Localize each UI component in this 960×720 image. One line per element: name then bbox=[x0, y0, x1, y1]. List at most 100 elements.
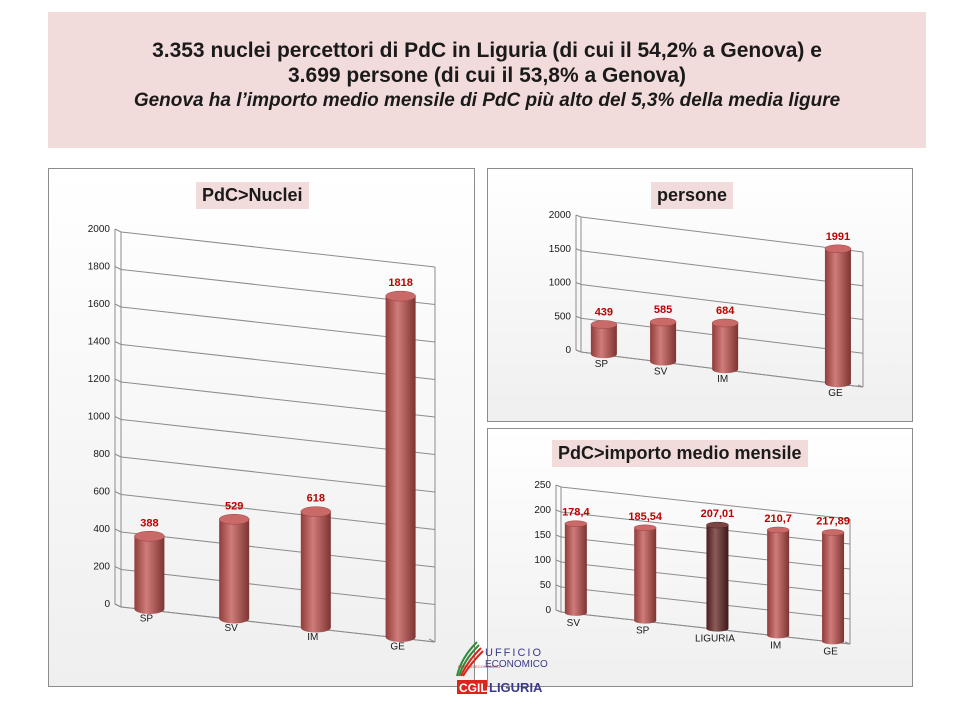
bar-top bbox=[564, 520, 588, 527]
data-label: 217,89 bbox=[816, 515, 850, 527]
side-wall-line bbox=[555, 559, 562, 563]
side-wall-line bbox=[555, 509, 562, 513]
gridline bbox=[560, 511, 851, 545]
bar-top bbox=[385, 290, 416, 302]
bar-top bbox=[218, 514, 250, 525]
gridline bbox=[120, 419, 436, 455]
data-label: 439 bbox=[595, 307, 613, 319]
logo-cgil: CGIL bbox=[459, 681, 488, 695]
logo-cgil-box bbox=[457, 680, 487, 694]
header-line-3: Genova ha l’importo medio mensile di PdC… bbox=[133, 90, 841, 111]
side-wall-line bbox=[114, 453, 122, 458]
x-tick-label: IM bbox=[770, 640, 781, 651]
side-wall-line bbox=[114, 491, 122, 495]
side-wall-line bbox=[575, 282, 582, 285]
y-tick-label: 1400 bbox=[88, 337, 111, 348]
gridline bbox=[560, 586, 851, 620]
data-label: 1818 bbox=[388, 277, 412, 289]
side-wall-line bbox=[114, 416, 122, 420]
y-tick-label: 600 bbox=[93, 487, 110, 498]
data-label: 529 bbox=[225, 500, 243, 512]
gridline bbox=[580, 216, 864, 253]
chart-persone: 0 500 1000 1500 2000 439 SP 585 SV 684 IM 1991 GE bbox=[549, 210, 864, 399]
bar bbox=[590, 324, 617, 359]
bar bbox=[634, 527, 657, 624]
x-tick-label: LIGURIA bbox=[695, 634, 735, 645]
data-label: 207,01 bbox=[701, 508, 735, 520]
y-tick-label: 200 bbox=[534, 505, 551, 516]
x-tick-label: SP bbox=[636, 626, 650, 637]
gridline bbox=[120, 569, 436, 605]
bar bbox=[134, 536, 165, 614]
bar bbox=[564, 523, 587, 616]
y-tick-label: 1500 bbox=[549, 244, 572, 255]
side-wall-line bbox=[555, 484, 562, 488]
bar-top bbox=[824, 244, 852, 254]
y-tick-label: 1000 bbox=[88, 412, 111, 423]
y-tick-label: 1600 bbox=[88, 299, 111, 310]
bar-top bbox=[821, 529, 845, 536]
gridline bbox=[120, 269, 436, 305]
logo-ufficio: UFFICIO bbox=[485, 647, 543, 659]
header-line-1: 3.353 nuclei percettori di PdC in Liguri… bbox=[152, 39, 822, 62]
bar bbox=[712, 323, 739, 374]
y-tick-label: 1000 bbox=[549, 278, 572, 289]
chart-panel-nuclei: PdC>Nuclei 0 200 400 600 800 1000 1200 1400 1600… bbox=[48, 168, 475, 687]
header-banner: 3.353 nuclei percettori di PdC in Liguri… bbox=[48, 12, 926, 148]
x-tick-label: GE bbox=[823, 646, 838, 657]
y-tick-label: 0 bbox=[104, 599, 110, 610]
bar-top bbox=[711, 318, 739, 328]
logo-liguria: LIGURIA bbox=[489, 680, 543, 695]
side-wall-line bbox=[555, 534, 562, 538]
bar bbox=[300, 511, 331, 633]
bar bbox=[650, 322, 677, 366]
side-wall-line bbox=[114, 378, 122, 383]
y-tick-label: 50 bbox=[540, 580, 552, 591]
gridline bbox=[120, 306, 436, 343]
data-label: 684 bbox=[716, 305, 735, 317]
y-tick-label: 250 bbox=[534, 480, 551, 491]
y-tick-label: 150 bbox=[534, 530, 551, 541]
x-tick-label: IM bbox=[717, 374, 728, 385]
cgil-logo: UFFICIO ECONOMICO UFFICIO ECONOMICO CGIL… bbox=[456, 641, 548, 695]
x-tick-label: GE bbox=[828, 388, 843, 399]
x-tick-label: SV bbox=[654, 367, 668, 378]
bar bbox=[767, 529, 790, 639]
gridline bbox=[560, 486, 851, 520]
gridline bbox=[120, 456, 436, 493]
y-tick-label: 200 bbox=[93, 562, 110, 573]
x-tick-label: SP bbox=[140, 614, 154, 625]
side-wall-line bbox=[575, 248, 582, 252]
gridline bbox=[120, 494, 436, 530]
side-wall-line bbox=[114, 566, 122, 570]
bar-top bbox=[649, 317, 677, 327]
bar-top bbox=[590, 320, 618, 329]
x-tick-label: IM bbox=[307, 632, 318, 643]
gridline bbox=[120, 381, 436, 418]
x-tick-label: SP bbox=[595, 359, 609, 370]
gridline bbox=[580, 284, 864, 320]
x-tick-label: SV bbox=[567, 618, 581, 629]
logo-small-text: UFFICIO ECONOMICO bbox=[458, 664, 500, 669]
bar-top bbox=[300, 506, 332, 517]
x-tick-label: SV bbox=[225, 623, 239, 634]
bar-top bbox=[766, 526, 790, 534]
y-tick-label: 800 bbox=[93, 449, 110, 460]
side-wall-line bbox=[114, 341, 122, 345]
y-tick-label: 100 bbox=[534, 555, 551, 566]
bar bbox=[824, 248, 851, 388]
bar bbox=[385, 296, 416, 642]
side-wall-line bbox=[114, 228, 122, 233]
side-wall-line bbox=[114, 303, 122, 308]
chart-title-persone: persone bbox=[651, 182, 734, 209]
side-wall-line bbox=[555, 584, 562, 588]
side-wall-line bbox=[114, 266, 122, 270]
chart-importo: 0 50 100 150 200 250 178,4 SV 185,54 SP 207,01 LIGU… bbox=[534, 480, 851, 657]
bar-top bbox=[134, 531, 165, 542]
data-label: 618 bbox=[307, 493, 325, 505]
bar bbox=[219, 519, 250, 624]
chart-panel-persone: persone 0 500 1000 1500 2000 439 SP 585 SV 684 IM 1… bbox=[487, 168, 913, 422]
logo-flag-icon bbox=[456, 641, 484, 677]
y-tick-label: 2000 bbox=[88, 224, 111, 235]
y-tick-label: 1200 bbox=[88, 374, 111, 385]
